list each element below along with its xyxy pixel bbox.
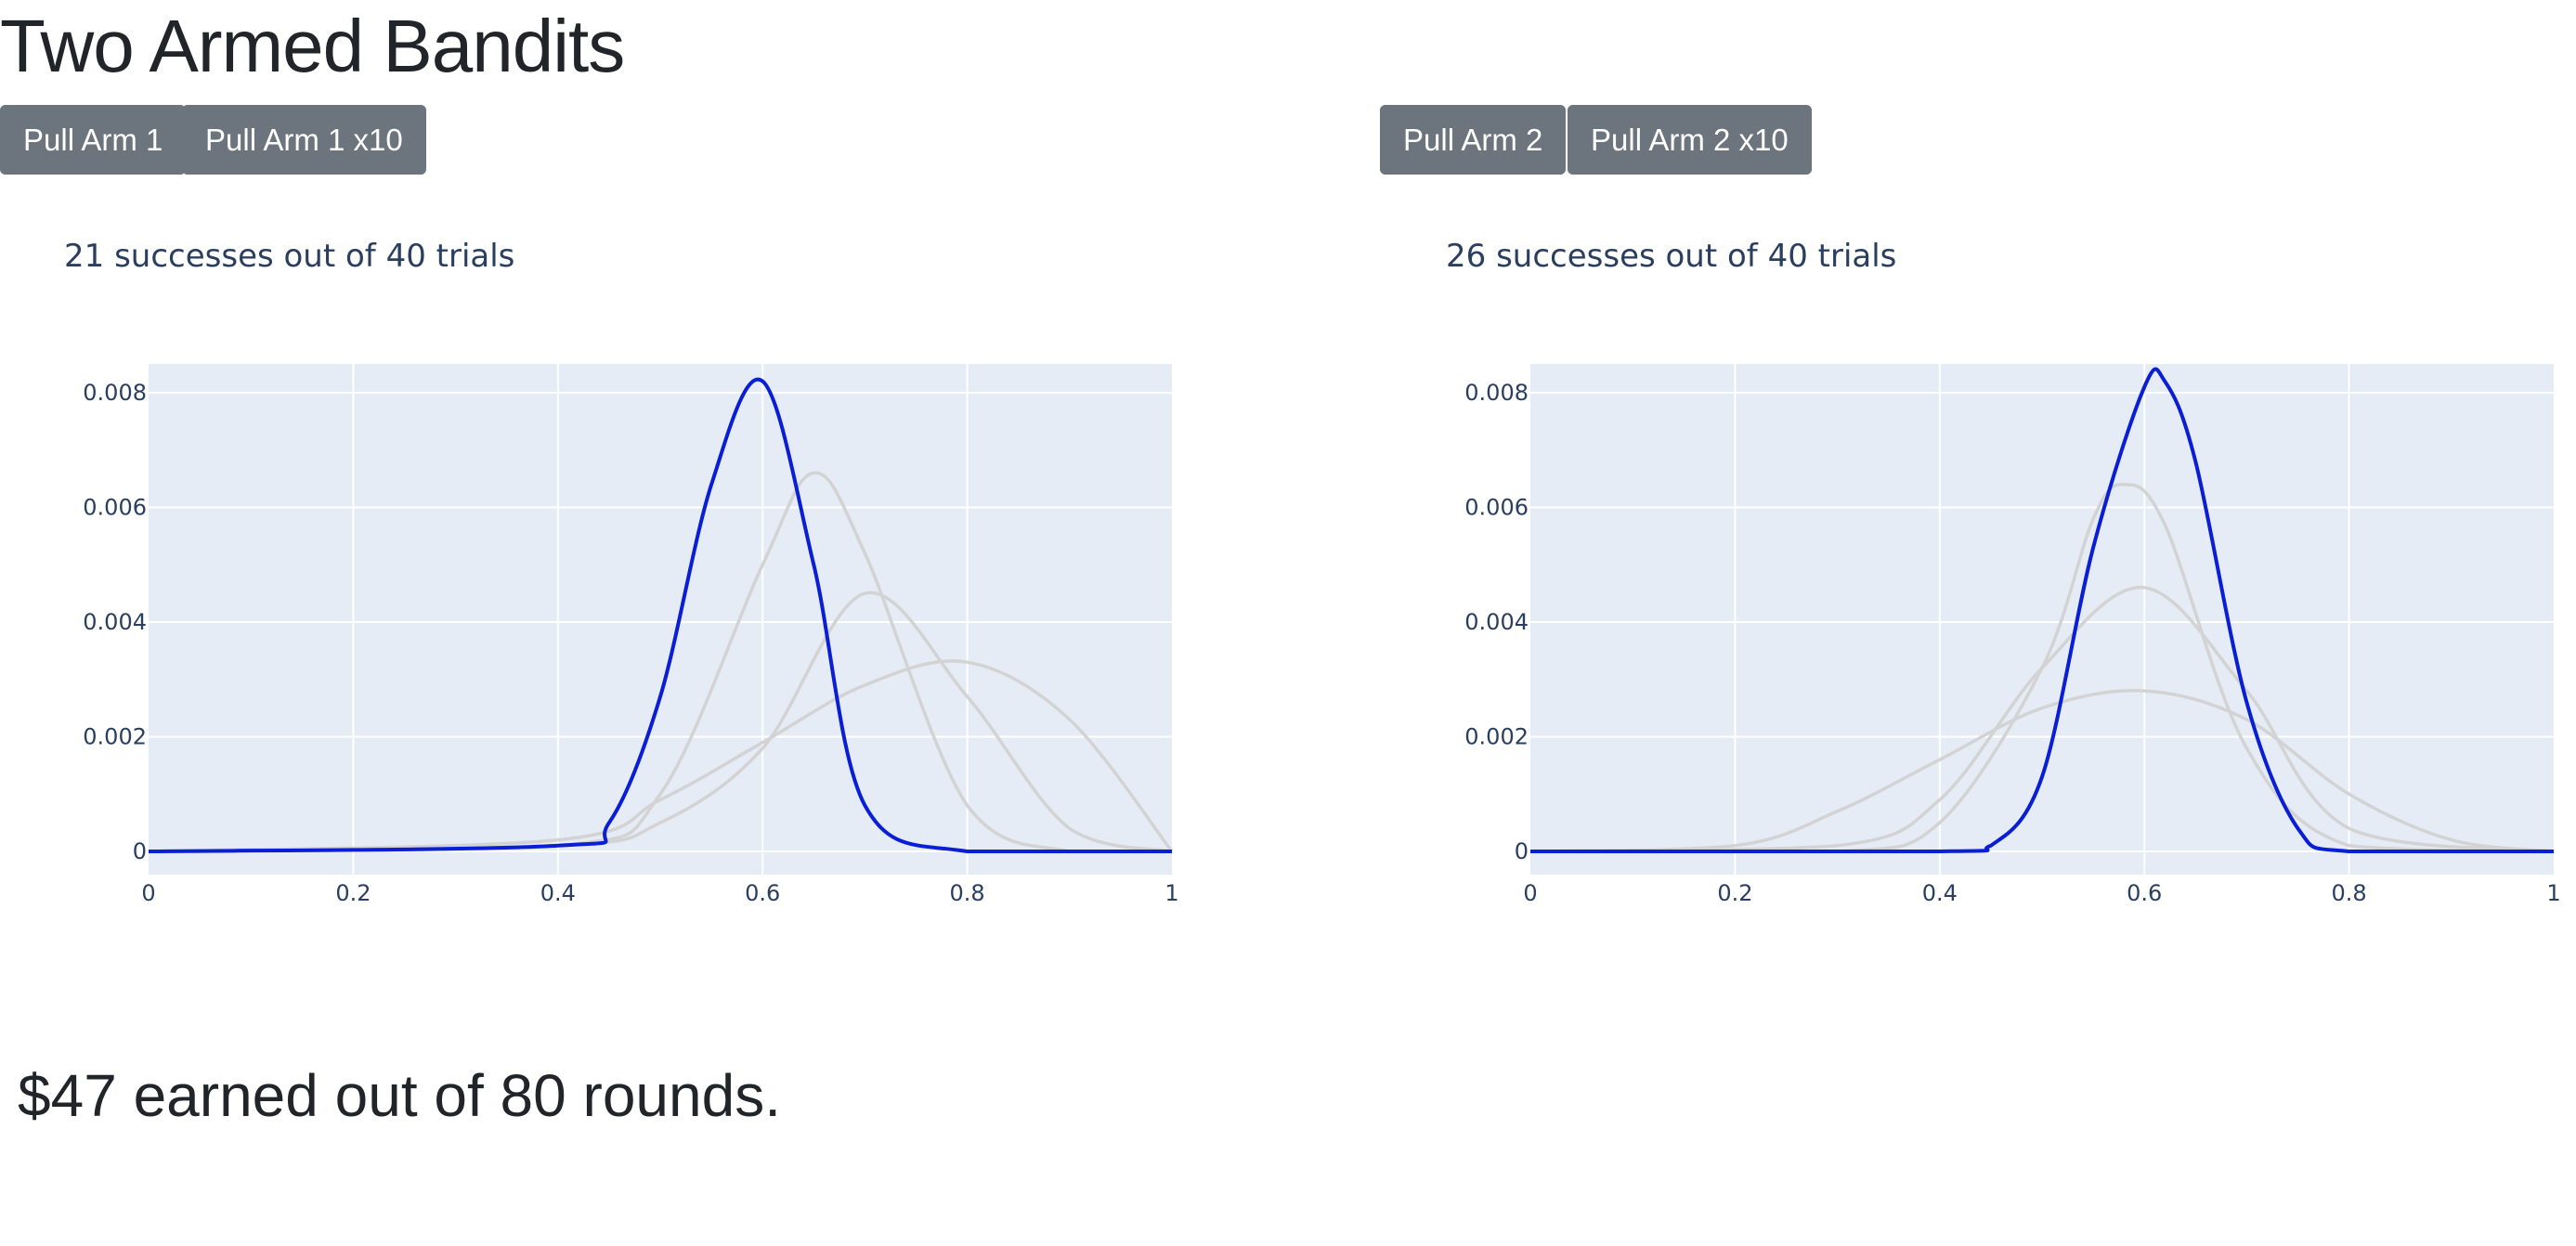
pull-arm-1-button[interactable]: Pull Arm 1 bbox=[0, 105, 187, 175]
arm-1-chart: 0 0.2 0.4 0.6 0.8 1 0 0.002 0.004 0.006 0.008 bbox=[83, 364, 1179, 906]
y-tick-label: 0.006 bbox=[83, 495, 147, 521]
earned-summary: $47 earned out of 80 rounds. bbox=[18, 1062, 781, 1129]
pull-arm-2-x10-button[interactable]: Pull Arm 2 x10 bbox=[1568, 105, 1812, 175]
x-tick-label: 0.8 bbox=[950, 880, 985, 906]
x-tick-label: 0 bbox=[141, 880, 155, 906]
y-tick-label: 0.002 bbox=[83, 724, 147, 750]
x-tick-label: 0 bbox=[1523, 880, 1537, 906]
x-tick-label: 0.6 bbox=[745, 880, 780, 906]
current-posterior-line bbox=[1529, 367, 2554, 854]
x-tick-label: 1 bbox=[2546, 880, 2560, 906]
plot-background bbox=[1530, 364, 2554, 875]
x-tick-label: 0.2 bbox=[335, 880, 371, 906]
arm-2-chart: 0 0.2 0.4 0.6 0.8 1 0 0.002 0.004 0.006 0.008 bbox=[1464, 364, 2561, 906]
x-tick-label: 0.4 bbox=[540, 880, 576, 906]
x-tick-label: 0.8 bbox=[2332, 880, 2367, 906]
x-tick-label: 1 bbox=[1164, 880, 1178, 906]
page-title: Two Armed Bandits bbox=[0, 5, 625, 87]
x-tick-label: 0.4 bbox=[1922, 880, 1958, 906]
y-tick-label: 0 bbox=[1515, 838, 1529, 864]
y-tick-label: 0.008 bbox=[1464, 380, 1529, 406]
y-tick-label: 0.008 bbox=[83, 380, 147, 406]
arm-2-chart-panel: 26 successes out of 40 trials 0 0.2 0.4 0.6… bbox=[1382, 176, 2576, 1012]
arm-1-summary: 21 successes out of 40 trials bbox=[64, 238, 515, 275]
y-tick-label: 0.006 bbox=[1464, 495, 1529, 521]
arm-2-summary: 26 successes out of 40 trials bbox=[1446, 238, 1897, 275]
arm-1-chart-panel: 21 successes out of 40 trials 0 0.2 0.4 0.6… bbox=[0, 176, 1207, 1012]
y-tick-label: 0.004 bbox=[1464, 609, 1529, 635]
y-tick-label: 0 bbox=[133, 838, 147, 864]
plot-background bbox=[149, 364, 1172, 875]
pull-arm-1-x10-button[interactable]: Pull Arm 1 x10 bbox=[182, 105, 426, 175]
current-posterior-line bbox=[148, 377, 1172, 854]
x-tick-label: 0.2 bbox=[1717, 880, 1752, 906]
pull-arm-2-button[interactable]: Pull Arm 2 bbox=[1380, 105, 1567, 175]
y-tick-label: 0.004 bbox=[83, 609, 147, 635]
y-tick-label: 0.002 bbox=[1464, 724, 1529, 750]
previous-posterior-line bbox=[1529, 689, 2555, 853]
previous-posterior-line bbox=[1529, 586, 2555, 853]
x-tick-label: 0.6 bbox=[2127, 880, 2162, 906]
